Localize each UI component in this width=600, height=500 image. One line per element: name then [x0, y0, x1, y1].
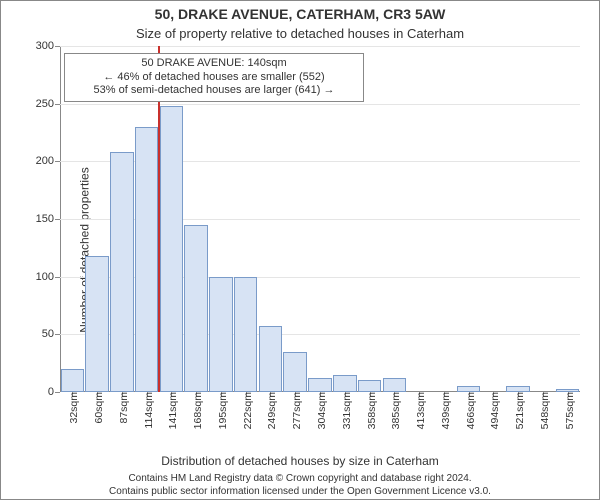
- xtick-label: 439sqm: [440, 392, 452, 429]
- bar: [135, 127, 159, 392]
- xtick-label: 168sqm: [192, 392, 204, 429]
- page-subtitle: Size of property relative to detached ho…: [0, 26, 600, 41]
- ytick-mark: [55, 334, 60, 335]
- ytick-label: 150: [36, 213, 54, 225]
- bar: [234, 277, 258, 392]
- xtick-label: 331sqm: [341, 392, 353, 429]
- grid-line: [60, 46, 580, 47]
- bar: [333, 375, 357, 392]
- xtick-label: 385sqm: [390, 392, 402, 429]
- bar: [383, 378, 407, 392]
- ytick-mark: [55, 392, 60, 393]
- xtick-label: 32sqm: [68, 392, 80, 424]
- xtick-label: 249sqm: [266, 392, 278, 429]
- bar: [160, 106, 184, 392]
- grid-line: [60, 104, 580, 105]
- ytick-label: 200: [36, 155, 54, 167]
- bar: [308, 378, 332, 392]
- xtick-label: 141sqm: [167, 392, 179, 429]
- bar: [85, 256, 109, 392]
- xtick-label: 60sqm: [93, 392, 105, 424]
- ytick-label: 50: [42, 328, 54, 340]
- xtick-label: 358sqm: [366, 392, 378, 429]
- xtick-label: 304sqm: [316, 392, 328, 429]
- bar: [184, 225, 208, 392]
- caption-line-1: Contains HM Land Registry data © Crown c…: [0, 473, 600, 486]
- xtick-label: 575sqm: [564, 392, 576, 429]
- bar: [110, 152, 134, 392]
- annotation-line: ← 46% of detached houses are smaller (55…: [71, 71, 357, 85]
- ytick-mark: [55, 161, 60, 162]
- xtick-label: 87sqm: [118, 392, 130, 424]
- ytick-mark: [55, 277, 60, 278]
- bar: [358, 380, 382, 392]
- xtick-label: 548sqm: [539, 392, 551, 429]
- annotation-line: 53% of semi-detached houses are larger (…: [71, 84, 357, 98]
- x-axis-label: Distribution of detached houses by size …: [0, 454, 600, 468]
- ytick-mark: [55, 104, 60, 105]
- xtick-label: 494sqm: [489, 392, 501, 429]
- ytick-label: 300: [36, 40, 54, 52]
- caption: Contains HM Land Registry data © Crown c…: [0, 473, 600, 498]
- xtick-label: 277sqm: [291, 392, 303, 429]
- bar: [61, 369, 85, 392]
- chart-plot-area: 05010015020025030032sqm60sqm87sqm114sqm1…: [60, 46, 580, 392]
- caption-line-2: Contains public sector information licen…: [0, 486, 600, 499]
- ytick-mark: [55, 219, 60, 220]
- ytick-label: 0: [48, 386, 54, 398]
- bar: [259, 326, 283, 392]
- ytick-label: 100: [36, 271, 54, 283]
- xtick-label: 222sqm: [242, 392, 254, 429]
- xtick-label: 521sqm: [514, 392, 526, 429]
- ytick-label: 250: [36, 98, 54, 110]
- bar: [283, 352, 307, 392]
- annotation-box: 50 DRAKE AVENUE: 140sqm← 46% of detached…: [64, 53, 364, 102]
- bar: [209, 277, 233, 392]
- xtick-label: 413sqm: [415, 392, 427, 429]
- xtick-label: 466sqm: [465, 392, 477, 429]
- xtick-label: 114sqm: [143, 392, 155, 429]
- xtick-label: 195sqm: [217, 392, 229, 429]
- ytick-mark: [55, 46, 60, 47]
- page-title: 50, DRAKE AVENUE, CATERHAM, CR3 5AW: [0, 6, 600, 22]
- annotation-line: 50 DRAKE AVENUE: 140sqm: [71, 57, 357, 71]
